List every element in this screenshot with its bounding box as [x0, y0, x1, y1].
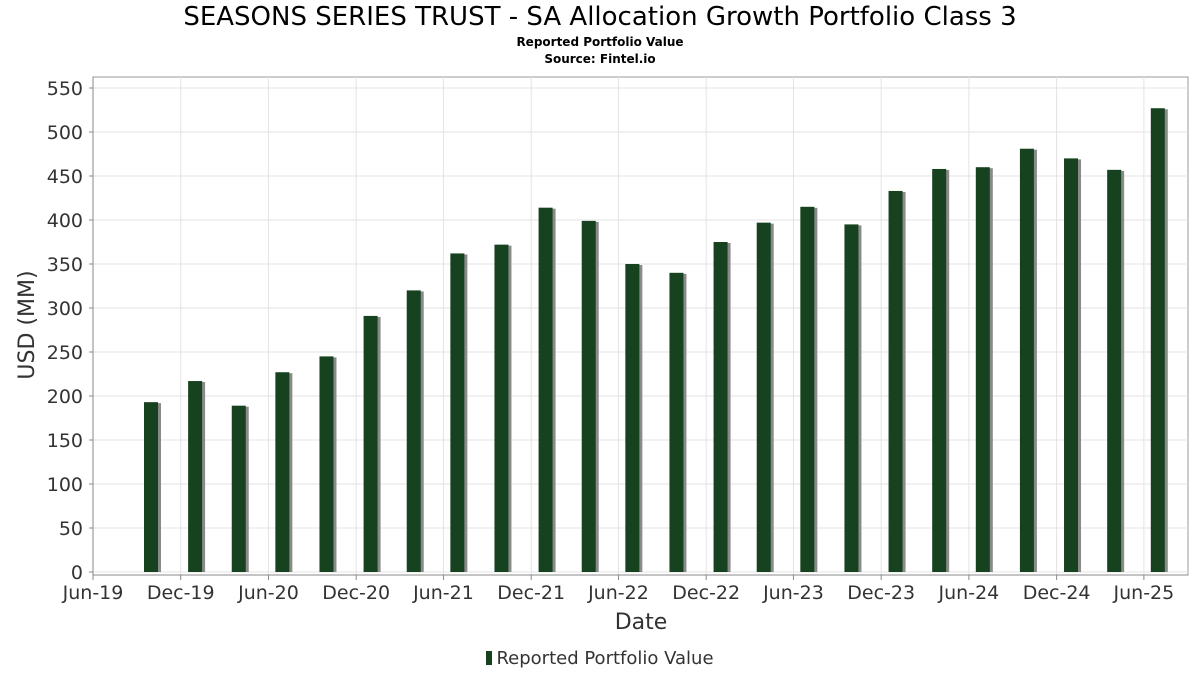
y-tick-label: 350: [47, 254, 83, 276]
y-axis-label: USD (MM): [15, 270, 40, 379]
bar: [975, 167, 990, 572]
x-tick-label: Jun-24: [938, 582, 1000, 604]
bar: [800, 206, 815, 573]
bar: [494, 244, 509, 572]
y-tick-label: 250: [47, 342, 83, 364]
y-tick-label: 50: [59, 518, 83, 540]
y-tick-label: 400: [47, 210, 83, 232]
chart-subtitle: Reported Portfolio Value: [516, 35, 684, 49]
x-tick-label: Jun-22: [587, 582, 649, 604]
y-tick-label: 100: [47, 474, 83, 496]
x-tick-label: Jun-23: [762, 582, 824, 604]
x-tick-label: Jun-20: [237, 582, 299, 604]
bar: [1019, 148, 1034, 572]
x-tick-label: Dec-19: [147, 582, 215, 604]
legend: Reported Portfolio Value: [0, 648, 1200, 669]
x-tick-label: Jun-19: [62, 582, 124, 604]
x-tick-label: Jun-25: [1113, 582, 1175, 604]
y-tick-label: 150: [47, 430, 83, 452]
x-tick-label: Dec-23: [847, 582, 915, 604]
legend-swatch: [486, 651, 493, 665]
chart-source: Source: Fintel.io: [544, 52, 656, 66]
x-tick-label: Dec-24: [1023, 582, 1091, 604]
bar: [625, 264, 640, 572]
chart-title: SEASONS SERIES TRUST - SA Allocation Gro…: [183, 2, 1017, 32]
bar: [450, 253, 465, 572]
bar: [363, 315, 378, 572]
x-axis-label: Date: [615, 610, 668, 635]
y-tick-label: 300: [47, 298, 83, 320]
y-tick-label: 550: [47, 78, 83, 100]
y-tick-label: 500: [47, 122, 83, 144]
bar: [406, 290, 421, 572]
bar: [844, 224, 859, 572]
x-tick-label: Dec-22: [672, 582, 740, 604]
bar: [713, 242, 728, 572]
bar: [231, 405, 246, 572]
bar: [1150, 108, 1165, 573]
legend-label: Reported Portfolio Value: [496, 648, 714, 669]
x-tick-label: Dec-20: [322, 582, 390, 604]
x-tick-label: Dec-21: [497, 582, 565, 604]
bar: [581, 220, 596, 572]
bar: [756, 222, 771, 572]
bar: [1064, 158, 1079, 572]
y-tick-label: 200: [47, 386, 83, 408]
bar: [275, 372, 290, 572]
bar: [932, 168, 947, 572]
bar: [188, 381, 203, 572]
y-tick-label: 0: [71, 562, 83, 584]
bar: [319, 356, 334, 572]
bar: [144, 402, 159, 572]
bar: [888, 190, 903, 572]
y-tick-label: 450: [47, 166, 83, 188]
x-tick-label: Jun-21: [412, 582, 474, 604]
bar: [669, 272, 684, 572]
bar: [538, 207, 553, 572]
bar: [1107, 169, 1122, 572]
